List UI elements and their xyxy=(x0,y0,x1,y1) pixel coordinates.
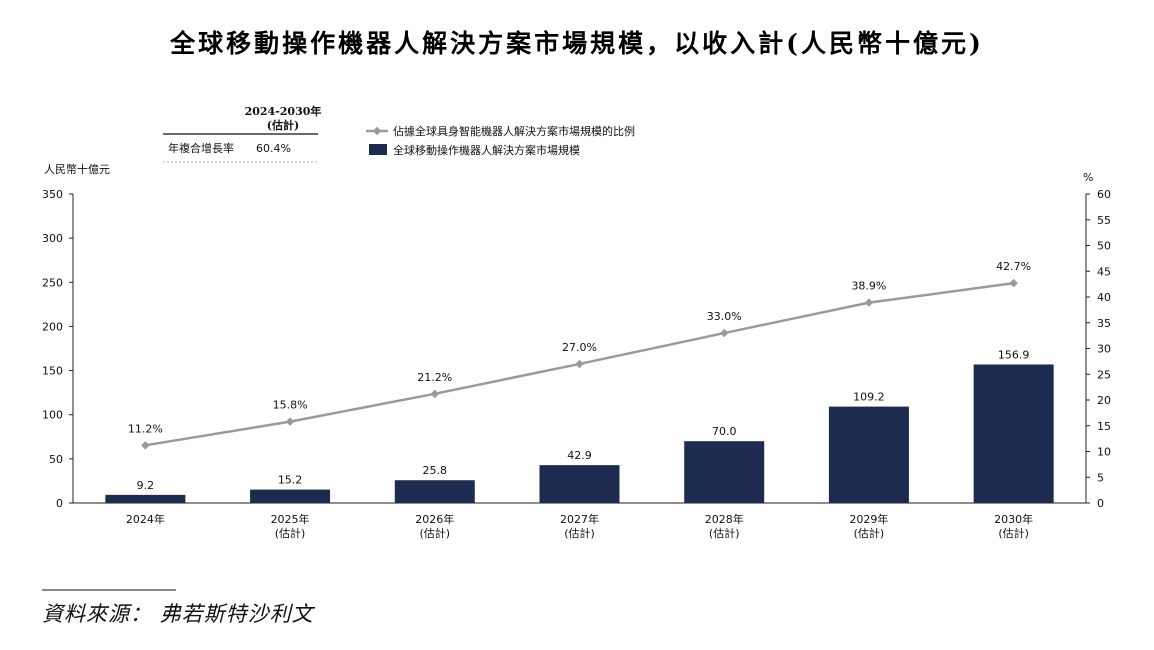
cagr-row-label: 年複合增長率 xyxy=(168,141,234,155)
ratio-point xyxy=(285,417,295,426)
right-tick-label: 55 xyxy=(1097,214,1111,227)
right-tick-label: 60 xyxy=(1097,188,1111,201)
category-year-label: 2024年 xyxy=(126,512,165,526)
category-note-label: (估計) xyxy=(998,526,1029,540)
source-note: 資料來源： 弗若斯特沙利文 xyxy=(42,602,316,626)
bars: 9.2 15.2 25.8 42.9 70.0 109.2 156.9 xyxy=(105,348,1054,503)
right-tick-label: 5 xyxy=(1097,471,1104,484)
left-axis-unit: 人民幣十億元 xyxy=(44,162,110,176)
ratio-point xyxy=(1009,278,1018,288)
category-year-label: 2029年 xyxy=(849,512,888,526)
category-note-label: (估計) xyxy=(854,526,885,540)
right-tick-label: 10 xyxy=(1097,446,1111,459)
ratio-value-label: 11.2% xyxy=(128,422,163,435)
category-labels: 2024年 2025年(估計)2026年(估計)2027年(估計)2028年(估計… xyxy=(126,512,1033,540)
ratio-value-label: 27.0% xyxy=(562,341,597,354)
ratio-point xyxy=(430,389,440,399)
right-tick-label: 45 xyxy=(1097,265,1111,278)
category-year-label: 2026年 xyxy=(415,512,454,526)
left-tick-label: 300 xyxy=(42,232,63,245)
legend-line-label: 佔據全球具身智能機器人解決方案市場規模的比例 xyxy=(393,124,635,138)
left-tick-label: 350 xyxy=(42,188,63,201)
right-tick-label: 20 xyxy=(1097,394,1111,407)
cagr-header-note: (估計) xyxy=(267,118,299,132)
bar-value-label: 42.9 xyxy=(567,449,592,462)
right-tick-label: 35 xyxy=(1097,317,1111,330)
ratio-value-label: 15.8% xyxy=(273,399,308,412)
left-tick-label: 50 xyxy=(49,453,63,466)
left-tick-label: 0 xyxy=(56,497,63,510)
ratio-value-label: 21.2% xyxy=(417,371,452,384)
cagr-row-value: 60.4% xyxy=(256,142,291,155)
right-tick-label: 15 xyxy=(1097,420,1111,433)
ratio-point xyxy=(719,328,729,338)
legend-bar-swatch xyxy=(369,144,387,155)
ratio-point xyxy=(141,441,150,450)
left-tick-label: 200 xyxy=(42,320,63,333)
ratio-point xyxy=(864,298,874,307)
bar xyxy=(105,494,186,503)
bar xyxy=(250,489,331,503)
category-year-label: 2025年 xyxy=(271,512,310,526)
ratio-value-label: 42.7% xyxy=(996,260,1031,273)
ratio-value-label: 38.9% xyxy=(851,280,886,293)
legend: 佔據全球具身智能機器人解決方案市場規模的比例 全球移動操作機器人解決方案市場規模 xyxy=(366,124,635,157)
category-year-label: 2030年 xyxy=(994,512,1033,526)
legend-line-marker xyxy=(372,126,382,136)
category-year-label: 2027年 xyxy=(560,512,599,526)
bar xyxy=(828,406,909,503)
right-tick-label: 50 xyxy=(1097,240,1111,253)
category-note-label: (估計) xyxy=(709,526,740,540)
bar-value-label: 109.2 xyxy=(853,391,885,404)
chart-title: 全球移動操作機器人解決方案市場規模，以收入計(人民幣十億元) xyxy=(169,29,984,58)
cagr-table: 2024-2030年 (估計) 年複合增長率 60.4% xyxy=(163,104,322,163)
bar xyxy=(684,441,765,503)
left-tick-label: 250 xyxy=(42,276,63,289)
bar-value-label: 9.2 xyxy=(137,479,155,492)
left-tick-label: 150 xyxy=(42,365,63,378)
left-tick-label: 100 xyxy=(42,409,63,422)
category-note-label: (估計) xyxy=(275,526,306,540)
bar-value-label: 15.2 xyxy=(278,474,303,487)
ratio-value-label: 33.0% xyxy=(707,310,742,323)
right-tick-label: 25 xyxy=(1097,368,1111,381)
category-year-label: 2028年 xyxy=(705,512,744,526)
bar-value-label: 156.9 xyxy=(998,348,1030,361)
category-note-label: (估計) xyxy=(564,526,595,540)
ratio-point xyxy=(575,359,584,369)
bar xyxy=(539,465,620,503)
bar xyxy=(973,364,1054,503)
cagr-header-period: 2024-2030年 xyxy=(245,104,322,118)
right-tick-label: 40 xyxy=(1097,291,1111,304)
bar-value-label: 25.8 xyxy=(423,464,448,477)
right-tick-label: 0 xyxy=(1097,497,1104,510)
legend-bar-label: 全球移動操作機器人解決方案市場規模 xyxy=(393,143,580,157)
right-tick-label: 30 xyxy=(1097,343,1111,356)
bar xyxy=(394,480,475,503)
category-note-label: (估計) xyxy=(419,526,450,540)
bar-value-label: 70.0 xyxy=(712,425,737,438)
right-axis-unit: % xyxy=(1083,171,1093,184)
ratio-line: 11.2% 15.8% 21.2% 27.0% 33.0% 38.9% 42.7% xyxy=(128,260,1031,450)
